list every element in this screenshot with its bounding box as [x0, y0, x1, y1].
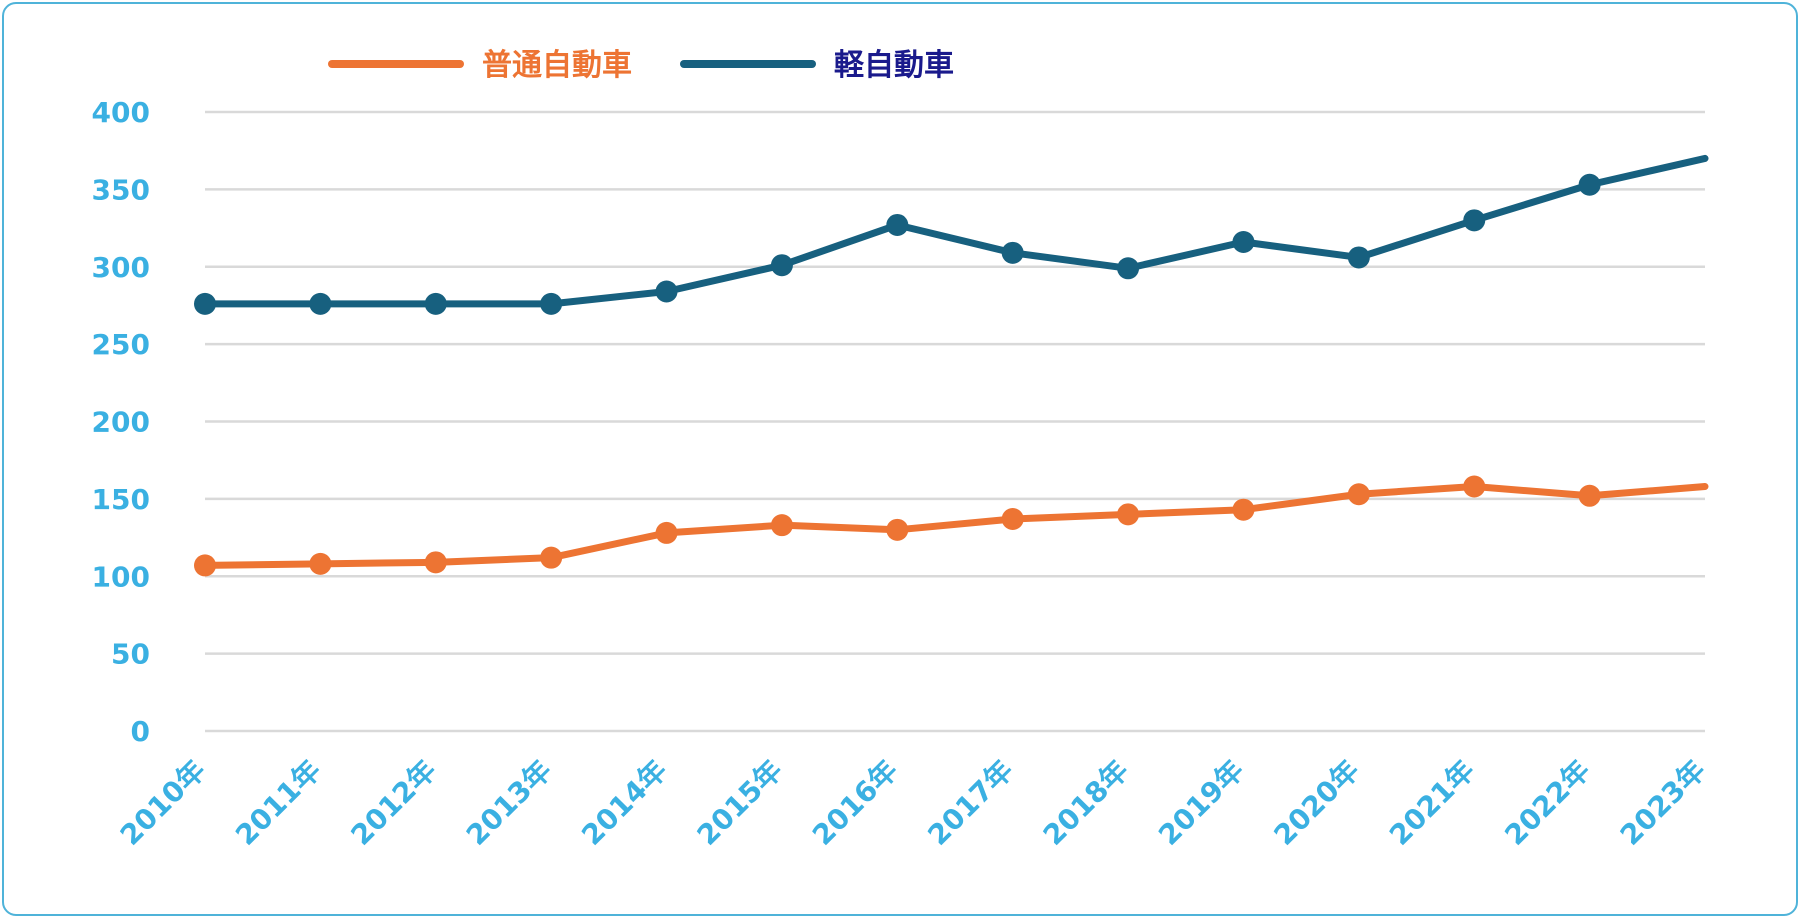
- y-tick-label: 0: [131, 715, 150, 748]
- data-point: [1347, 246, 1370, 269]
- y-tick-label: 350: [92, 173, 150, 206]
- x-tick-label: 2013年: [460, 754, 558, 852]
- data-point: [886, 518, 909, 541]
- y-tick-label: 150: [92, 483, 150, 516]
- x-axis-ticks: 2010年 2011年 2012年 2013年 2014年 2015年 2016年 2017年…: [114, 754, 1712, 852]
- data-point: [1578, 484, 1601, 507]
- data-point: [424, 292, 447, 315]
- legend: 普通自動車 軽自動車: [328, 48, 954, 83]
- x-tick-label: 2019年: [1152, 754, 1250, 852]
- y-tick-label: 300: [92, 251, 150, 284]
- y-tick-label: 250: [92, 328, 150, 361]
- x-tick-label: 2022年: [1498, 754, 1596, 852]
- series-group: [194, 154, 1709, 577]
- y-axis-ticks: 0 50 100 150 200 250 300 350 400: [92, 96, 150, 748]
- grid-lines: [205, 110, 1705, 733]
- data-point: [1001, 241, 1024, 264]
- data-point: [1117, 257, 1140, 280]
- x-tick-label: 2020年: [1268, 754, 1366, 852]
- y-tick-label: 200: [92, 406, 150, 439]
- x-tick-label: 2018年: [1037, 754, 1135, 852]
- x-tick-label: 2015年: [691, 754, 789, 852]
- y-tick-label: 50: [111, 638, 150, 671]
- data-point: [309, 552, 332, 575]
- legend-item: 普通自動車: [328, 48, 632, 83]
- x-tick-label: 2016年: [806, 754, 904, 852]
- y-tick-label: 400: [92, 96, 150, 129]
- legend-label: 普通自動車: [482, 48, 632, 83]
- data-point: [1463, 475, 1486, 498]
- legend-item: 軽自動車: [680, 48, 954, 83]
- x-tick-label: 2021年: [1383, 754, 1481, 852]
- data-point: [886, 213, 909, 236]
- data-point: [655, 280, 678, 303]
- data-point: [770, 514, 793, 537]
- series-1: [194, 475, 1709, 577]
- series-line: [201, 482, 1709, 569]
- data-point: [194, 554, 216, 577]
- x-tick-label: 2014年: [575, 754, 673, 852]
- x-tick-label: 2012年: [344, 754, 442, 852]
- data-point: [770, 254, 793, 277]
- y-tick-label: 100: [92, 560, 150, 593]
- data-point: [1232, 230, 1255, 253]
- x-tick-label: 2023年: [1614, 754, 1712, 852]
- data-point: [1347, 483, 1370, 506]
- data-point: [194, 292, 216, 315]
- data-point: [1001, 507, 1024, 530]
- data-point: [540, 546, 563, 569]
- data-point: [309, 292, 332, 315]
- x-tick-label: 2011年: [229, 754, 327, 852]
- series-line: [201, 154, 1709, 308]
- data-point: [1578, 173, 1601, 196]
- data-point: [424, 551, 447, 574]
- data-point: [1117, 503, 1140, 526]
- x-tick-label: 2010年: [114, 754, 212, 852]
- x-tick-label: 2017年: [921, 754, 1019, 852]
- data-point: [1232, 498, 1255, 521]
- series-2: [194, 154, 1709, 315]
- data-point: [1463, 209, 1486, 232]
- legend-label: 軽自動車: [834, 48, 954, 83]
- data-point: [655, 521, 678, 544]
- data-point: [540, 292, 563, 315]
